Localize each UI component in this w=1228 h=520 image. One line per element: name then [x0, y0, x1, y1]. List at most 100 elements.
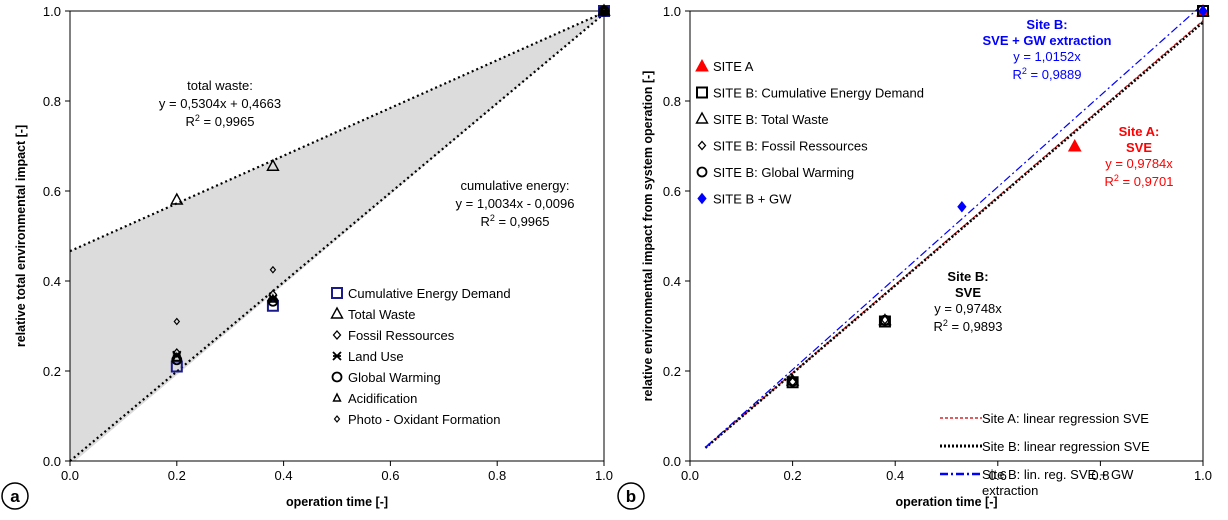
data-point-0	[170, 360, 183, 373]
chart-panel-b: 0.0 0.2 0.4 0.6 0.8 1.0 0.0 0.2 0.4 0.6 0.8 1.0 oper…	[617, 3, 1212, 510]
data-point-6	[600, 7, 608, 15]
legend-label: SITE B: Fossil Ressources	[713, 139, 868, 154]
data-point-0	[266, 299, 279, 312]
y-tick-label: 0.2	[663, 364, 681, 379]
shaded-region	[70, 12, 604, 462]
data-point-3	[880, 314, 890, 325]
y-tick-label: 0.6	[43, 184, 61, 199]
data-point-1	[266, 158, 280, 171]
legend-label: Cumulative Energy Demand	[348, 286, 511, 301]
annotation-title: Site A:	[1119, 124, 1160, 139]
data-point-4	[171, 354, 183, 366]
legend-label: SITE B: Global Warming	[713, 165, 854, 180]
legend-marker-5	[697, 192, 707, 205]
y-tick-label: 0.8	[663, 94, 681, 109]
data-point-6	[173, 317, 181, 326]
annotation-text: R2 = 0,9889	[1013, 66, 1082, 82]
y-tick-label: 0.0	[663, 454, 681, 469]
regression-legend-label-line2: extraction	[982, 483, 1038, 498]
legend-marker-3	[697, 140, 707, 151]
panel-label: b	[626, 487, 636, 506]
plot-frame	[69, 10, 605, 462]
panel-label-circle	[617, 482, 645, 510]
legend-marker-0	[695, 58, 709, 72]
annotation-text: R2 = 0,9965	[481, 213, 550, 229]
legend-marker-0	[331, 287, 343, 299]
chart-panel-a: 0.0 0.2 0.4 0.6 0.8 1.0 0.0 0.2 0.4 0.6 0.8 1.0 oper…	[1, 3, 613, 510]
x-tick-label: 1.0	[1194, 468, 1212, 483]
legend-label: SITE B + GW	[713, 192, 792, 207]
x-axis-label: operation time [-]	[895, 495, 997, 509]
x-tick-label: 0.6	[381, 468, 399, 483]
plot-frame	[689, 10, 1204, 462]
regression-line-cumulative-energy	[69, 12, 605, 462]
data-point-5	[268, 293, 278, 303]
y-tick-label: 0.4	[663, 274, 681, 289]
annotation-title: Site B:	[1026, 17, 1067, 32]
y-tick-label: 0.2	[43, 364, 61, 379]
y-tick-label: 0.8	[43, 94, 61, 109]
legend-marker-4	[696, 166, 708, 178]
legend-marker-1	[330, 306, 344, 319]
legend-marker-3	[332, 351, 342, 361]
annotation-text: y = 0,9784x	[1105, 156, 1173, 171]
legend-label: Photo - Oxidant Formation	[348, 412, 500, 427]
annotation-title: Site B:	[947, 269, 988, 284]
legend-marker-5	[332, 392, 342, 402]
annotation-text: cumulative energy:	[460, 178, 569, 193]
legend-label: Fossil Ressources	[348, 328, 455, 343]
data-point-5	[957, 200, 967, 213]
data-point-1	[170, 192, 184, 205]
legend-label: SITE B: Cumulative Energy Demand	[713, 86, 924, 101]
annotation-text: y = 1,0034x - 0,0096	[456, 196, 575, 211]
data-point-5	[172, 351, 182, 362]
annotation-title: SVE	[1126, 140, 1152, 155]
legend-label: Total Waste	[348, 307, 415, 322]
data-point-0	[1067, 138, 1082, 152]
x-tick-label: 0.8	[1091, 468, 1109, 483]
x-tick-label: 0.0	[61, 468, 79, 483]
legend-marker-2	[332, 330, 342, 340]
annotation-text: R2 = 0,9893	[934, 318, 1003, 334]
x-tick-label: 0.6	[989, 468, 1007, 483]
x-axis-label: operation time [-]	[286, 495, 388, 509]
data-point-5	[1198, 5, 1208, 17]
legend-label: Land Use	[348, 349, 404, 364]
legend-marker-1	[696, 86, 708, 99]
legend-marker-6	[333, 415, 341, 423]
legend-marker-2	[695, 111, 709, 124]
annotation-text: total waste:	[187, 78, 253, 93]
panel-label: a	[10, 487, 20, 506]
y-tick-label: 0.6	[663, 184, 681, 199]
x-tick-label: 0.8	[488, 468, 506, 483]
regression-legend-label: Site B: linear regression SVE	[982, 439, 1150, 454]
legend-label: SITE B: Total Waste	[713, 112, 829, 127]
x-tick-label: 0.4	[886, 468, 904, 483]
legend-marker-4	[331, 371, 343, 383]
y-tick-label: 1.0	[43, 4, 61, 19]
y-tick-label: 0.0	[43, 454, 61, 469]
x-tick-label: 0.2	[168, 468, 186, 483]
legend-label: SITE A	[713, 59, 754, 74]
legend-label: Acidification	[348, 391, 417, 406]
annotation-text: y = 1,0152x	[1013, 49, 1081, 64]
data-point-6	[269, 265, 277, 274]
regression-legend-label: Site B: lin. reg. SVE + GW	[982, 467, 1134, 482]
x-tick-label: 0.0	[681, 468, 699, 483]
regression-line-2	[704, 3, 1204, 448]
data-point-4	[267, 295, 279, 307]
annotation-title: SVE + GW extraction	[983, 33, 1112, 48]
y-axis-label: relative total environmental impact [-]	[14, 125, 28, 347]
y-tick-label: 1.0	[663, 4, 681, 19]
x-tick-label: 1.0	[595, 468, 613, 483]
annotation-text: R2 = 0,9965	[186, 113, 255, 129]
data-point-4	[879, 314, 891, 326]
annotation-text: y = 0,5304x + 0,4663	[159, 96, 281, 111]
annotation-title: SVE	[955, 285, 981, 300]
x-tick-label: 0.2	[784, 468, 802, 483]
y-axis-label: relative environmental impact from syste…	[641, 71, 655, 402]
legend-label: Global Warming	[348, 370, 441, 385]
regression-legend-label: Site A: linear regression SVE	[982, 411, 1149, 426]
panel-label-circle	[1, 482, 29, 510]
